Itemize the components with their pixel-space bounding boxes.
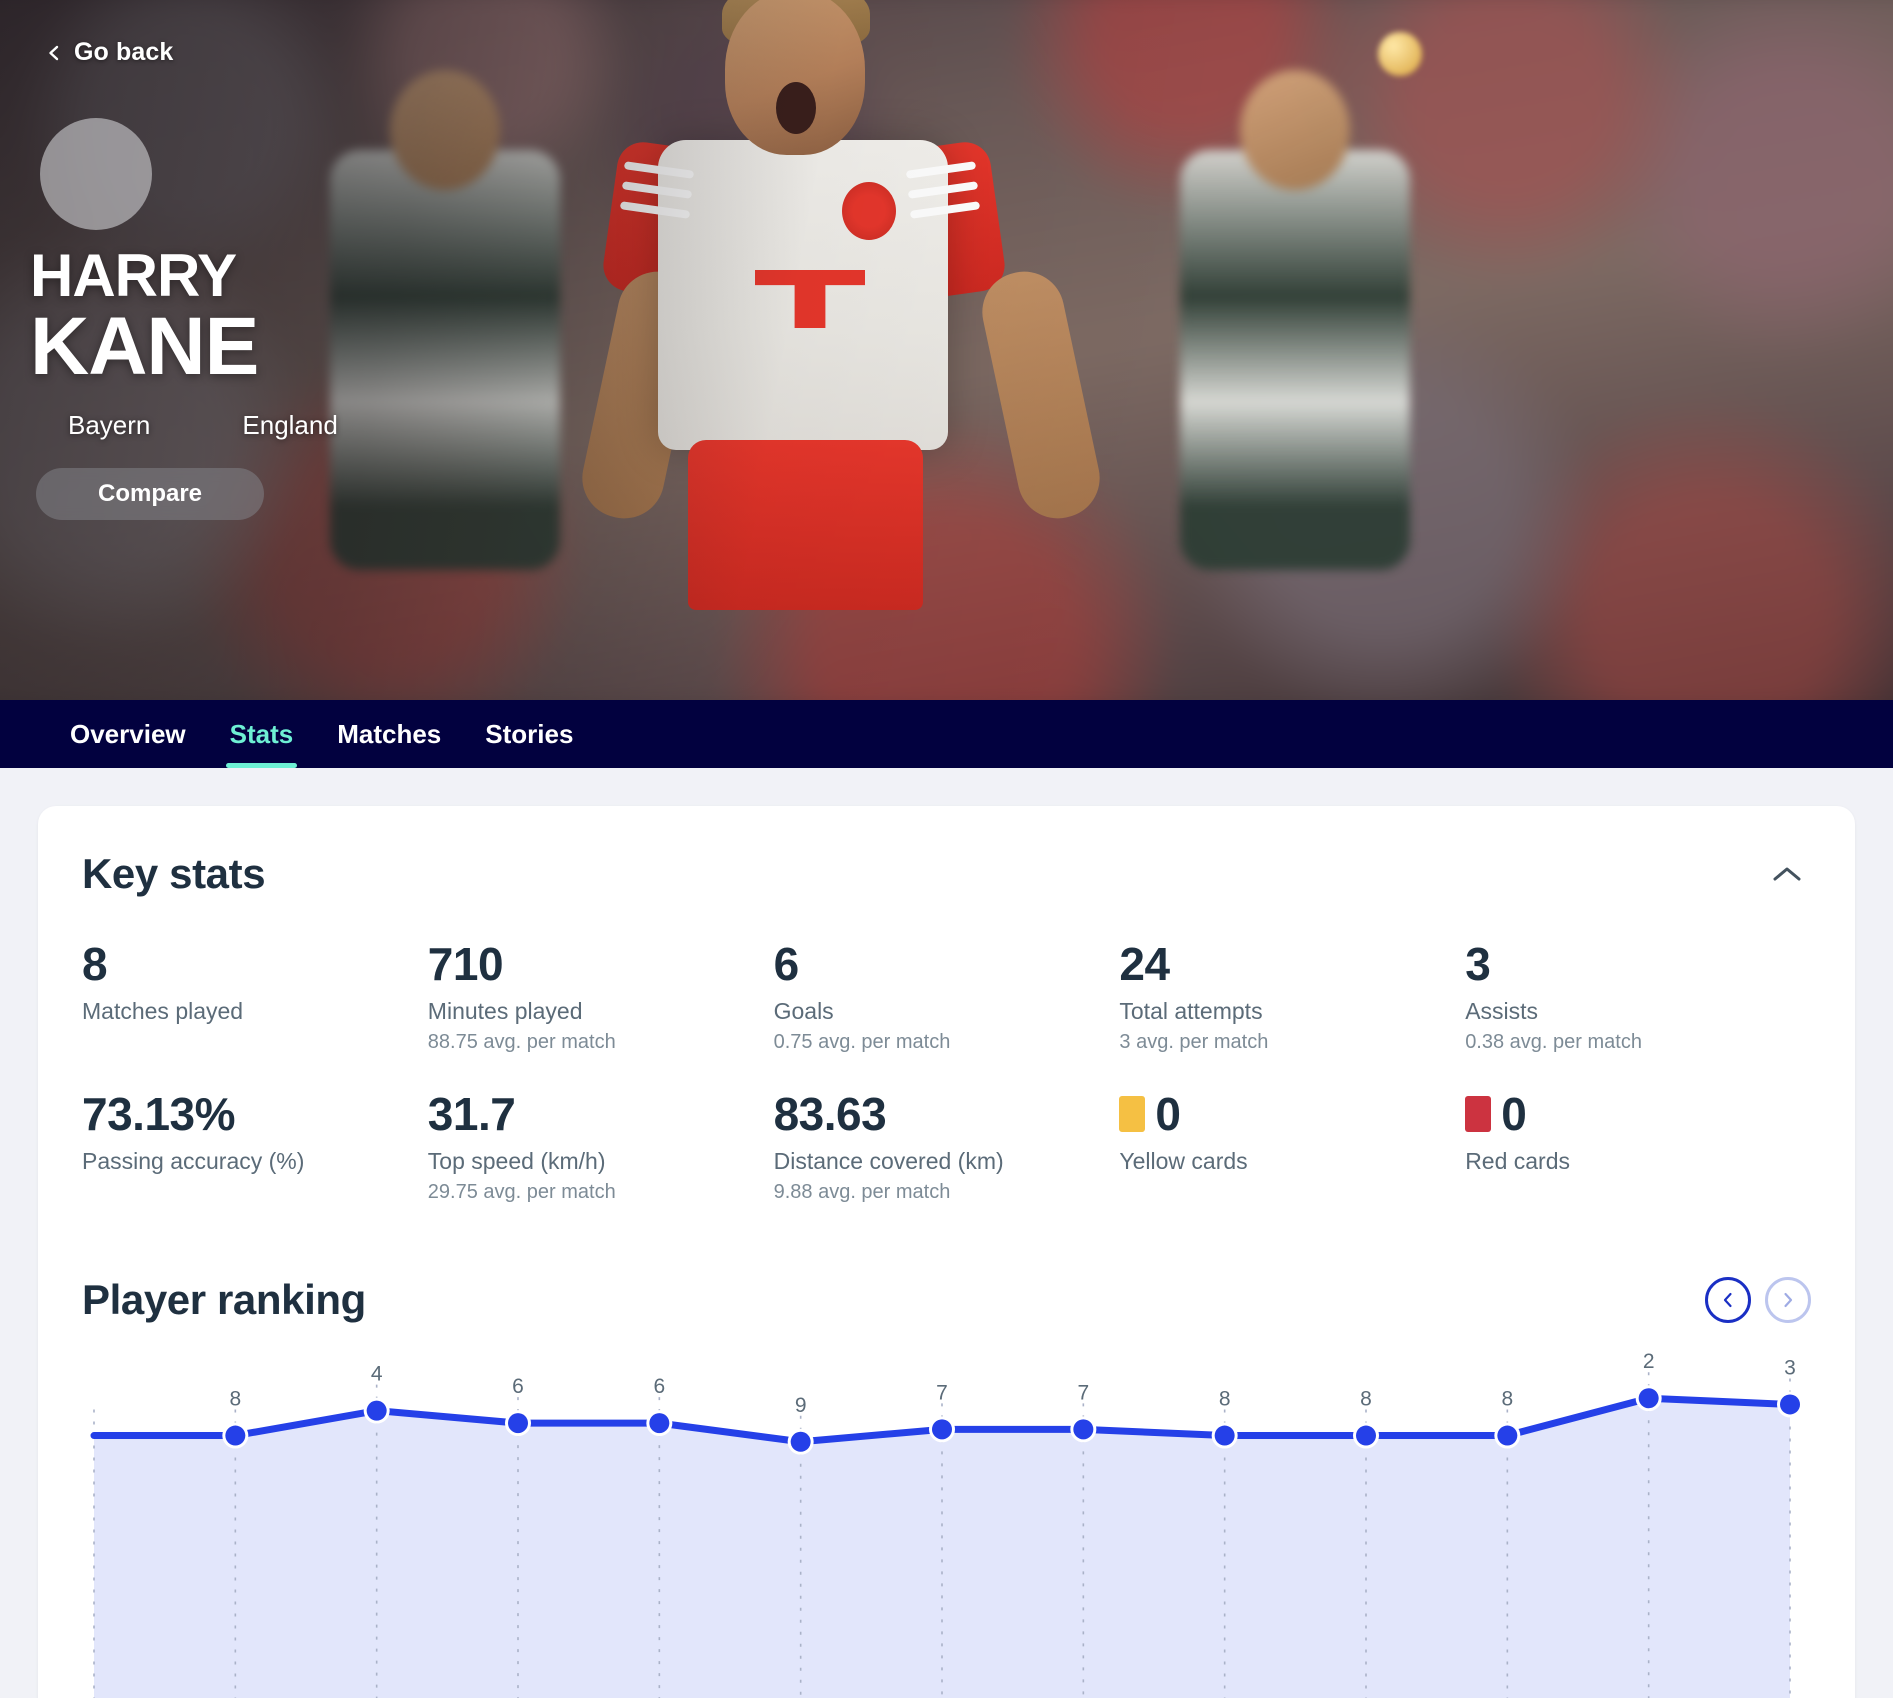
stat-goals: 6 Goals 0.75 avg. per match <box>774 940 1120 1054</box>
player-meta: Bayern England <box>68 410 338 441</box>
stat-minutes-played: 710 Minutes played 88.75 avg. per match <box>428 940 774 1054</box>
chart-point[interactable] <box>508 1412 528 1433</box>
key-stats-collapse-button[interactable] <box>1763 850 1811 898</box>
player-first-name: HARRY <box>30 242 237 309</box>
stat-assists: 3 Assists 0.38 avg. per match <box>1465 940 1811 1054</box>
stat-label: Goals <box>773 998 834 1025</box>
ranking-line-chart-svg: 8 4 6 6 9 7 7 8 8 8 2 3 <box>90 1350 1802 1698</box>
stat-value: 24 <box>1119 938 1170 990</box>
stats-card: Key stats 8 Matches played 710 Minutes p… <box>38 806 1855 1698</box>
chevron-left-icon <box>1723 1292 1732 1307</box>
chevron-left-icon <box>49 45 59 60</box>
chevron-right-icon <box>1784 1292 1793 1307</box>
chart-point-label: 6 <box>653 1375 665 1398</box>
stat-yellow-cards: 0 Yellow cards <box>1119 1090 1465 1204</box>
stat-label: Matches played <box>82 998 244 1025</box>
chart-point[interactable] <box>1073 1419 1094 1440</box>
yellow-card-icon <box>1119 1096 1146 1133</box>
player-name: HARRY KANE <box>30 242 259 393</box>
stat-value: 8 <box>82 938 108 990</box>
stat-value: 83.63 <box>773 1087 887 1140</box>
player-country: England <box>242 410 338 440</box>
chart-point-label: 2 <box>1643 1350 1655 1373</box>
chart-point-label: 8 <box>229 1387 241 1410</box>
chart-point[interactable] <box>932 1419 952 1440</box>
chart-point-label: 7 <box>1077 1381 1089 1404</box>
hero-gradient-overlay <box>0 0 1893 700</box>
stat-distance-covered: 83.63 Distance covered (km) 9.88 avg. pe… <box>774 1090 1120 1204</box>
stat-label: Minutes played <box>427 998 583 1025</box>
tab-matches[interactable]: Matches <box>337 718 442 749</box>
go-back-label: Go back <box>74 38 174 66</box>
stat-value: 73.13% <box>82 1087 236 1140</box>
player-avatar <box>40 118 152 230</box>
stat-label: Top speed (km/h) <box>427 1148 606 1175</box>
tab-overview[interactable]: Overview <box>70 718 186 749</box>
player-ranking-title: Player ranking <box>82 1275 366 1323</box>
chart-point-label: 8 <box>1501 1387 1513 1410</box>
chevron-up-icon <box>1773 867 1801 881</box>
stat-value: 31.7 <box>427 1087 516 1140</box>
stat-sub: 0.38 avg. per match <box>1465 1030 1642 1053</box>
chart-point[interactable] <box>1638 1388 1659 1409</box>
stat-total-attempts: 24 Total attempts 3 avg. per match <box>1119 940 1465 1054</box>
chart-point-label: 6 <box>512 1375 524 1398</box>
compare-button[interactable]: Compare <box>36 468 264 520</box>
stat-label: Passing accuracy (%) <box>82 1148 305 1175</box>
stat-label: Distance covered (km) <box>773 1148 1004 1175</box>
chart-point[interactable] <box>225 1425 246 1446</box>
chart-point[interactable] <box>366 1400 387 1421</box>
player-ranking-header: Player ranking <box>82 1276 1811 1324</box>
stat-sub: 9.88 avg. per match <box>773 1180 951 1203</box>
stat-sub: 0.75 avg. per match <box>773 1030 951 1053</box>
chart-point[interactable] <box>1356 1425 1376 1446</box>
chart-point[interactable] <box>1780 1394 1800 1415</box>
player-hero-banner: Go back HARRY KANE Bayern England Compar… <box>0 0 1893 700</box>
stat-label: Assists <box>1465 998 1539 1025</box>
stat-passing-accuracy: 73.13% Passing accuracy (%) <box>82 1090 428 1204</box>
chart-point-label: 9 <box>795 1394 807 1417</box>
player-club: Bayern <box>68 410 151 440</box>
stat-sub: 29.75 avg. per match <box>427 1180 616 1203</box>
stat-value: 3 <box>1465 938 1491 990</box>
key-stats-grid: 8 Matches played 710 Minutes played 88.7… <box>82 940 1811 1204</box>
stat-value: 0 <box>1501 1087 1527 1140</box>
red-card-icon <box>1465 1096 1492 1133</box>
tab-stats[interactable]: Stats <box>208 700 316 768</box>
chart-point-label: 4 <box>371 1362 383 1385</box>
stat-label: Red cards <box>1465 1148 1571 1175</box>
stat-matches-played: 8 Matches played <box>82 940 428 1054</box>
tab-stories[interactable]: Stories <box>485 718 574 749</box>
profile-tab-bar: Overview Stats Matches Stories <box>0 700 1893 768</box>
stat-value: 710 <box>427 938 504 990</box>
key-stats-header: Key stats <box>82 850 1811 898</box>
stat-label: Total attempts <box>1119 998 1263 1025</box>
chart-point[interactable] <box>1214 1425 1235 1446</box>
stat-label: Yellow cards <box>1119 1148 1248 1175</box>
chart-point-label: 8 <box>1219 1387 1231 1410</box>
chart-point-label: 8 <box>1360 1387 1372 1410</box>
player-last-name: KANE <box>30 301 259 393</box>
chart-point[interactable] <box>649 1412 670 1433</box>
stat-top-speed: 31.7 Top speed (km/h) 29.75 avg. per mat… <box>428 1090 774 1204</box>
chart-point-label: 7 <box>936 1381 948 1404</box>
go-back-button[interactable]: Go back <box>46 38 173 67</box>
ranking-prev-button[interactable] <box>1705 1276 1751 1323</box>
stat-red-cards: 0 Red cards <box>1465 1090 1811 1204</box>
stat-value: 6 <box>773 938 800 990</box>
chart-point-label: 3 <box>1784 1356 1796 1379</box>
ranking-carousel-arrows <box>1705 1276 1811 1323</box>
player-ranking-chart[interactable]: 8 4 6 6 9 7 7 8 8 8 2 3 <box>82 1346 1802 1698</box>
chart-point[interactable] <box>1497 1425 1518 1446</box>
stat-sub: 3 avg. per match <box>1119 1030 1269 1053</box>
key-stats-title: Key stats <box>82 850 266 897</box>
ranking-next-button[interactable] <box>1765 1276 1811 1323</box>
stat-value: 0 <box>1155 1087 1181 1140</box>
stats-page: Key stats 8 Matches played 710 Minutes p… <box>0 768 1893 1698</box>
stat-sub: 88.75 avg. per match <box>427 1030 616 1053</box>
chart-point[interactable] <box>790 1431 811 1452</box>
